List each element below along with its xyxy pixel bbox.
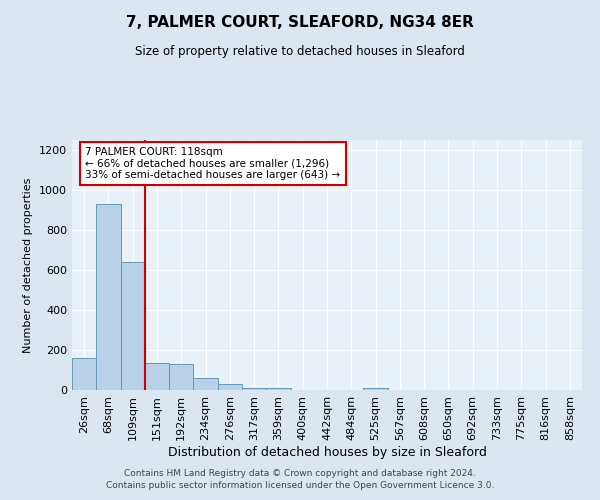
Bar bbox=[218, 384, 242, 390]
Bar bbox=[169, 364, 193, 390]
Text: 7 PALMER COURT: 118sqm
← 66% of detached houses are smaller (1,296)
33% of semi-: 7 PALMER COURT: 118sqm ← 66% of detached… bbox=[85, 147, 340, 180]
Bar bbox=[242, 388, 266, 390]
Text: 7, PALMER COURT, SLEAFORD, NG34 8ER: 7, PALMER COURT, SLEAFORD, NG34 8ER bbox=[126, 15, 474, 30]
Text: Size of property relative to detached houses in Sleaford: Size of property relative to detached ho… bbox=[135, 45, 465, 58]
Text: Contains public sector information licensed under the Open Government Licence 3.: Contains public sector information licen… bbox=[106, 481, 494, 490]
Bar bbox=[96, 204, 121, 390]
X-axis label: Distribution of detached houses by size in Sleaford: Distribution of detached houses by size … bbox=[167, 446, 487, 458]
Y-axis label: Number of detached properties: Number of detached properties bbox=[23, 178, 34, 352]
Bar bbox=[193, 378, 218, 390]
Text: Contains HM Land Registry data © Crown copyright and database right 2024.: Contains HM Land Registry data © Crown c… bbox=[124, 468, 476, 477]
Bar bbox=[121, 262, 145, 390]
Bar bbox=[145, 363, 169, 390]
Bar bbox=[72, 358, 96, 390]
Bar bbox=[266, 388, 290, 390]
Bar bbox=[364, 388, 388, 390]
